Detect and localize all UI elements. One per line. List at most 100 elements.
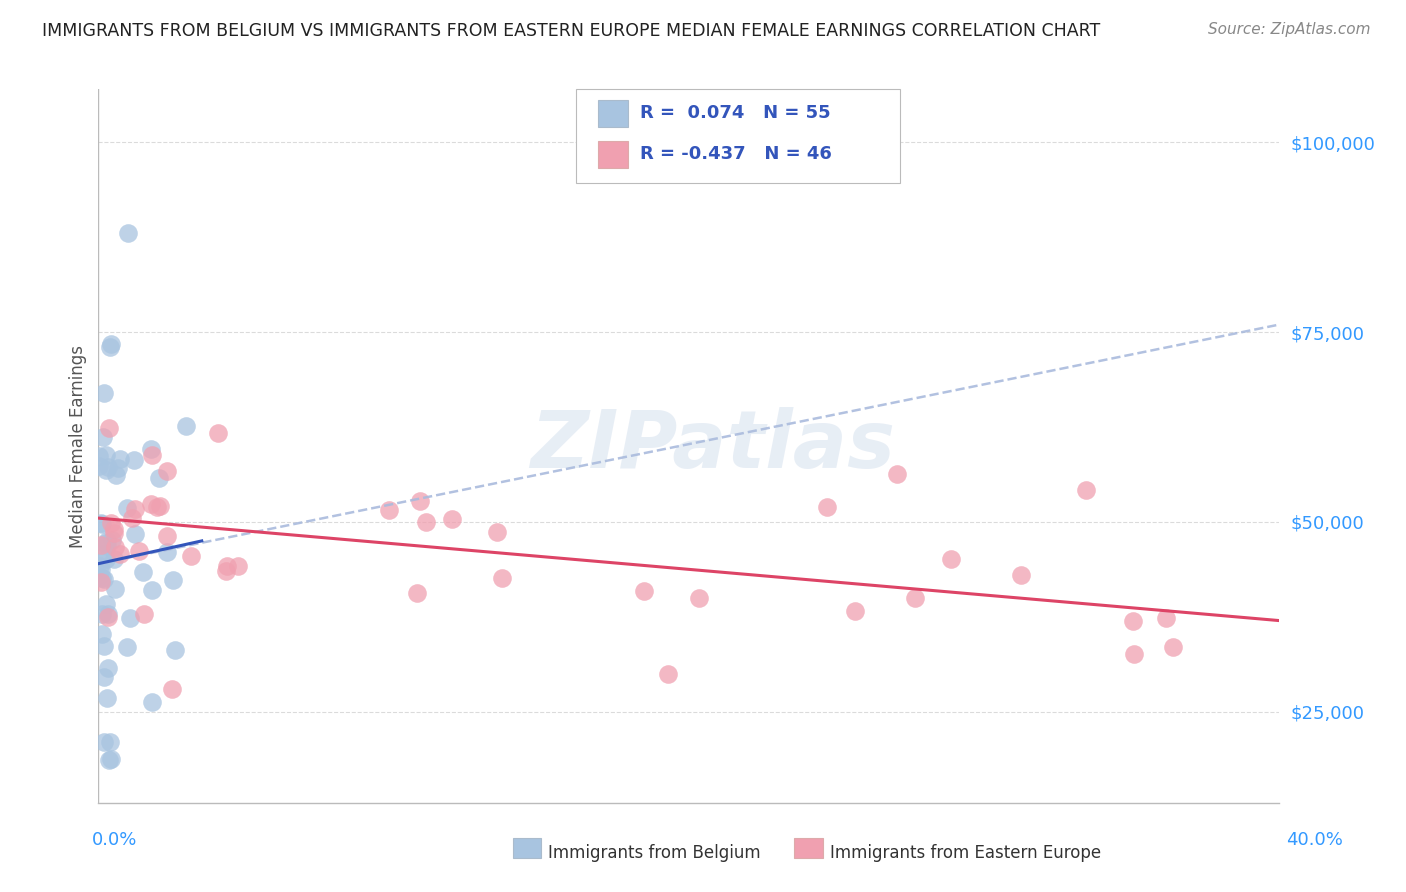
Point [156, 545, 179, 559]
Point [226, 559, 249, 574]
Point [1011, 568, 1033, 582]
Point [148, 471, 170, 485]
Point [103, 522, 125, 536]
Point [146, 500, 169, 515]
Point [485, 525, 508, 540]
Text: 0.0%: 0.0% [91, 831, 136, 849]
Point [104, 582, 127, 597]
Point [688, 591, 710, 605]
Point [104, 468, 127, 483]
Text: Immigrants from Eastern Europe: Immigrants from Eastern Europe [830, 844, 1101, 862]
Point [886, 467, 908, 481]
Point [128, 544, 150, 558]
Point [94, 551, 117, 566]
Point [1122, 647, 1144, 661]
Point [94, 845, 117, 859]
Point [108, 452, 131, 467]
Point [174, 419, 197, 434]
Point [149, 499, 172, 513]
Point [1122, 614, 1144, 628]
Point [215, 564, 238, 578]
Point [406, 586, 429, 600]
Point [96, 460, 118, 475]
Point [815, 500, 838, 514]
Point [101, 533, 124, 548]
Point [132, 607, 155, 621]
Point [409, 494, 432, 508]
Point [162, 681, 183, 696]
Point [93, 547, 115, 561]
Point [141, 448, 163, 462]
Point [97, 661, 120, 675]
Point [89, 458, 111, 473]
Text: Source: ZipAtlas.com: Source: ZipAtlas.com [1208, 22, 1371, 37]
Point [415, 515, 437, 529]
Point [104, 540, 127, 554]
Point [93, 670, 115, 684]
Point [115, 501, 138, 516]
Point [103, 552, 125, 566]
Point [94, 463, 117, 477]
Point [440, 511, 463, 525]
Point [141, 695, 163, 709]
Text: R =  0.074   N = 55: R = 0.074 N = 55 [640, 104, 831, 122]
Point [98, 340, 121, 354]
Point [90, 570, 112, 584]
Point [97, 420, 120, 434]
Point [141, 582, 163, 597]
Point [163, 643, 186, 657]
Point [108, 547, 131, 561]
Point [103, 526, 125, 541]
Point [122, 453, 145, 467]
Point [93, 385, 115, 400]
Point [89, 450, 111, 464]
Point [96, 597, 118, 611]
Point [132, 566, 155, 580]
Point [141, 497, 163, 511]
Point [215, 559, 238, 574]
Point [97, 610, 120, 624]
Point [91, 607, 114, 621]
Point [903, 591, 925, 606]
Point [90, 561, 112, 575]
Point [89, 569, 111, 583]
Point [124, 527, 146, 541]
Point [844, 604, 866, 618]
Point [93, 639, 115, 653]
Point [96, 539, 118, 553]
Point [96, 690, 118, 705]
Point [1076, 483, 1098, 497]
Point [97, 607, 120, 622]
Point [115, 640, 138, 655]
Point [94, 448, 117, 462]
Point [141, 442, 163, 456]
Point [162, 573, 184, 587]
Point [98, 735, 121, 749]
Text: 40.0%: 40.0% [1286, 831, 1343, 849]
Point [124, 501, 146, 516]
Point [118, 611, 141, 625]
Text: ZIPatlas: ZIPatlas [530, 407, 896, 485]
Point [117, 227, 139, 241]
Point [93, 735, 115, 749]
Point [100, 337, 122, 351]
Point [90, 538, 112, 552]
Point [156, 529, 179, 543]
Point [90, 516, 112, 530]
Point [939, 552, 962, 566]
Point [98, 753, 121, 767]
Point [633, 584, 655, 599]
Point [94, 536, 117, 550]
Point [90, 574, 112, 589]
Point [491, 571, 513, 585]
Point [207, 426, 229, 441]
Point [91, 516, 114, 531]
Text: IMMIGRANTS FROM BELGIUM VS IMMIGRANTS FROM EASTERN EUROPE MEDIAN FEMALE EARNINGS: IMMIGRANTS FROM BELGIUM VS IMMIGRANTS FR… [42, 22, 1101, 40]
Point [657, 667, 679, 681]
Point [93, 572, 115, 586]
Point [107, 460, 129, 475]
Point [100, 516, 122, 531]
Point [89, 558, 111, 573]
Point [378, 503, 401, 517]
Point [91, 429, 114, 443]
